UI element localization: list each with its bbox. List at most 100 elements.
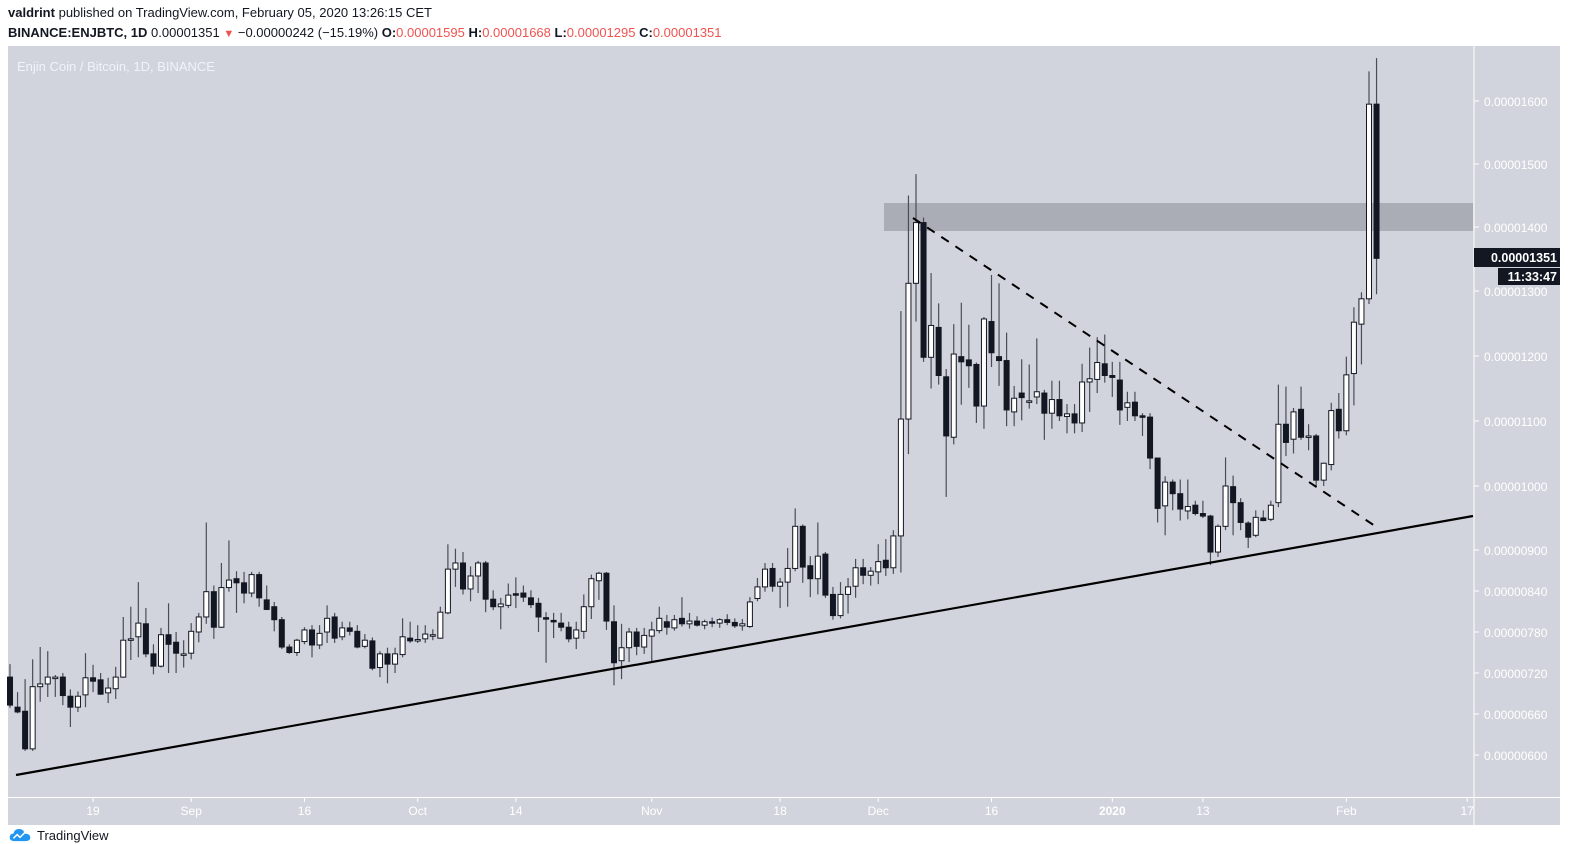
candle-body-down: [996, 356, 1003, 362]
candle-body-up: [913, 222, 919, 284]
candle-body-down: [1139, 415, 1146, 418]
candle: [897, 311, 904, 573]
candle-body-up: [1215, 525, 1221, 553]
candle: [490, 590, 497, 611]
close-value: 0.00001351: [652, 25, 722, 40]
candle-body-up: [716, 619, 723, 624]
high-value: 0.00001668: [482, 25, 551, 40]
candle-body-down: [807, 565, 814, 580]
candle-body-up: [444, 568, 451, 614]
candle: [271, 601, 278, 632]
candle-body-down: [278, 619, 285, 648]
last-price-box: [1474, 248, 1560, 267]
price-tick-label: 0.00001500: [1484, 158, 1548, 172]
candle: [1328, 402, 1335, 471]
candle-body-up: [580, 606, 587, 632]
candle-body-up: [422, 633, 429, 640]
candle: [678, 597, 685, 627]
candle-body-up: [1033, 391, 1040, 398]
candle: [777, 578, 784, 609]
candle-body-up: [1094, 362, 1101, 380]
candle: [467, 566, 474, 602]
candle: [158, 627, 164, 668]
candle: [316, 625, 323, 650]
resistance-zone[interactable]: [884, 203, 1473, 231]
candle-body-up: [301, 629, 308, 643]
descending-resistance-line[interactable]: [912, 217, 1379, 529]
candle: [686, 612, 693, 629]
candle: [1282, 386, 1289, 457]
candle-body-up: [641, 634, 648, 648]
candle-body-down: [1177, 493, 1184, 510]
published-text: published on TradingView.com, February 0…: [58, 5, 432, 20]
open-value: 0.00001595: [396, 25, 465, 40]
candles-layer: [7, 58, 1380, 751]
candle-body-up: [1366, 103, 1372, 300]
candle-body-down: [354, 630, 361, 648]
high-label: H:: [468, 25, 483, 40]
candle-body-up: [671, 619, 678, 629]
candle-body-up: [1343, 374, 1350, 432]
candle-body-down: [527, 597, 534, 606]
candle: [558, 612, 565, 632]
close-label: C:: [639, 25, 653, 40]
time-axis[interactable]: 19 Sep 16 Oct 14 Nov 18 Dec 16 2020 13 Feb 17: [86, 798, 1474, 818]
candle-body-up: [1252, 516, 1259, 536]
candle: [656, 606, 663, 634]
price-axis[interactable]: 0.00001600 0.00001500 0.00001400 0.00001300…: [1474, 95, 1548, 763]
price-tick-label: 0.00001600: [1484, 95, 1548, 109]
candle-body-up: [792, 525, 799, 569]
time-tick-label: Feb: [1336, 804, 1357, 818]
candle-body-up: [701, 621, 708, 626]
candle-body-down: [369, 640, 376, 669]
candle: [14, 692, 21, 714]
candlestick-chart[interactable]: Enjin Coin / Bitcoin, 1D, BINANCE 0.0000…: [0, 0, 1579, 826]
footer-brand[interactable]: TradingView: [8, 828, 109, 843]
candle: [709, 617, 716, 628]
candle-body-down: [1192, 504, 1199, 515]
candle-body-up: [37, 683, 44, 688]
candle: [882, 539, 889, 576]
price-tick-label: 0.00000600: [1484, 749, 1548, 763]
ascending-support-line[interactable]: [15, 514, 1474, 777]
price-tick-label: 0.00001200: [1484, 350, 1548, 364]
resistance-zone-box[interactable]: [884, 203, 1473, 231]
candle-body-up: [1064, 413, 1070, 417]
candle-body-up: [852, 567, 859, 587]
candle-body-up: [452, 562, 459, 570]
candle-body-down: [565, 626, 572, 640]
candle-body-up: [1079, 381, 1086, 424]
candle: [739, 619, 746, 631]
candle-body-up: [218, 587, 225, 628]
candle: [74, 691, 81, 712]
candle-body-up: [1026, 400, 1033, 403]
candle: [127, 606, 134, 661]
candle: [920, 217, 927, 362]
candle: [1245, 521, 1252, 549]
candle-body-up: [686, 620, 693, 625]
candle: [1109, 361, 1116, 397]
candle-body-down: [543, 617, 550, 620]
time-tick-label: 14: [509, 804, 523, 818]
candle-body-up: [195, 616, 202, 633]
candle: [724, 614, 731, 626]
candle: [1026, 364, 1033, 409]
author-name[interactable]: valdrint: [8, 5, 55, 20]
candle-body-down: [1116, 379, 1123, 411]
candle: [928, 273, 935, 389]
candle: [1366, 71, 1372, 304]
trendlines[interactable]: [15, 217, 1474, 777]
candle: [120, 616, 127, 678]
candle-body-down: [241, 582, 248, 594]
candle: [1343, 356, 1350, 436]
candle-body-down: [611, 621, 617, 664]
candle: [550, 612, 557, 639]
candle: [701, 619, 708, 630]
candle: [648, 621, 655, 663]
tradingview-cloud-icon: [9, 828, 31, 842]
candle-body-up: [1124, 402, 1131, 408]
time-tick-label: 19: [86, 804, 100, 818]
candle-body-up: [648, 629, 655, 637]
price-tick-label: 0.00001100: [1484, 415, 1547, 429]
candle-body-down: [1018, 392, 1025, 399]
